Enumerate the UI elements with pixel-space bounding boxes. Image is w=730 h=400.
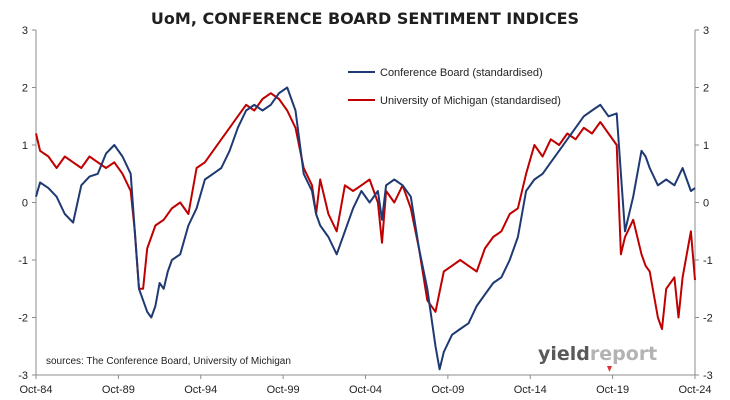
series-layer	[35, 86, 696, 371]
y2-tick-label: -3	[703, 370, 713, 382]
series-line-university-of-michigan	[35, 92, 696, 330]
x-tick-label: Oct-99	[267, 384, 300, 396]
y2-tick-label: 1	[703, 140, 709, 152]
axis-ticks: -3 -2 -1 0 1 2 3 -3 -2 -1 0 1 2 3 Oct-84 Oct-89 Oct-94 Oc…	[18, 25, 713, 396]
x-tick-label: Oct-94	[184, 384, 217, 396]
plot-area	[35, 30, 696, 376]
x-tick-label: Oct-04	[349, 384, 382, 396]
legend-label: University of Michigan (standardised)	[380, 95, 561, 107]
y-tick-label: -1	[18, 255, 28, 267]
y2-tick-label: 2	[703, 83, 709, 95]
x-tick-label: Oct-09	[431, 384, 464, 396]
y-tick-label: 1	[22, 140, 28, 152]
y2-tick-label: -1	[703, 255, 713, 267]
y2-tick-label: 0	[703, 198, 709, 210]
x-tick-label: Oct-89	[102, 384, 135, 396]
y-tick-label: 0	[22, 198, 28, 210]
y-tick-label: -2	[18, 313, 28, 325]
brand-report: report	[590, 343, 657, 365]
source-annotation: sources: The Conference Board, Universit…	[46, 356, 291, 367]
y-tick-label: 3	[22, 25, 28, 37]
y-tick-label: 2	[22, 83, 28, 95]
x-tick-label: Oct-14	[514, 384, 547, 396]
chart-title: UoM, CONFERENCE BOARD SENTIMENT INDICES	[151, 9, 579, 28]
yieldreport-logo: yieldreport	[538, 343, 657, 372]
legend: Conference Board (standardised) Universit…	[348, 67, 561, 107]
x-tick-label: Oct-84	[19, 384, 52, 396]
y-tick-label: -3	[18, 370, 28, 382]
legend-label: Conference Board (standardised)	[380, 67, 543, 79]
y2-tick-label: 3	[703, 25, 709, 37]
series-line-conference-board	[35, 86, 696, 371]
x-tick-label: Oct-19	[596, 384, 629, 396]
y2-tick-label: -2	[703, 313, 713, 325]
svg-text:yieldreport: yieldreport	[538, 343, 657, 365]
x-tick-label: Oct-24	[678, 384, 711, 396]
brand-yield: yield	[538, 343, 590, 365]
brand-accent-icon	[607, 366, 612, 372]
